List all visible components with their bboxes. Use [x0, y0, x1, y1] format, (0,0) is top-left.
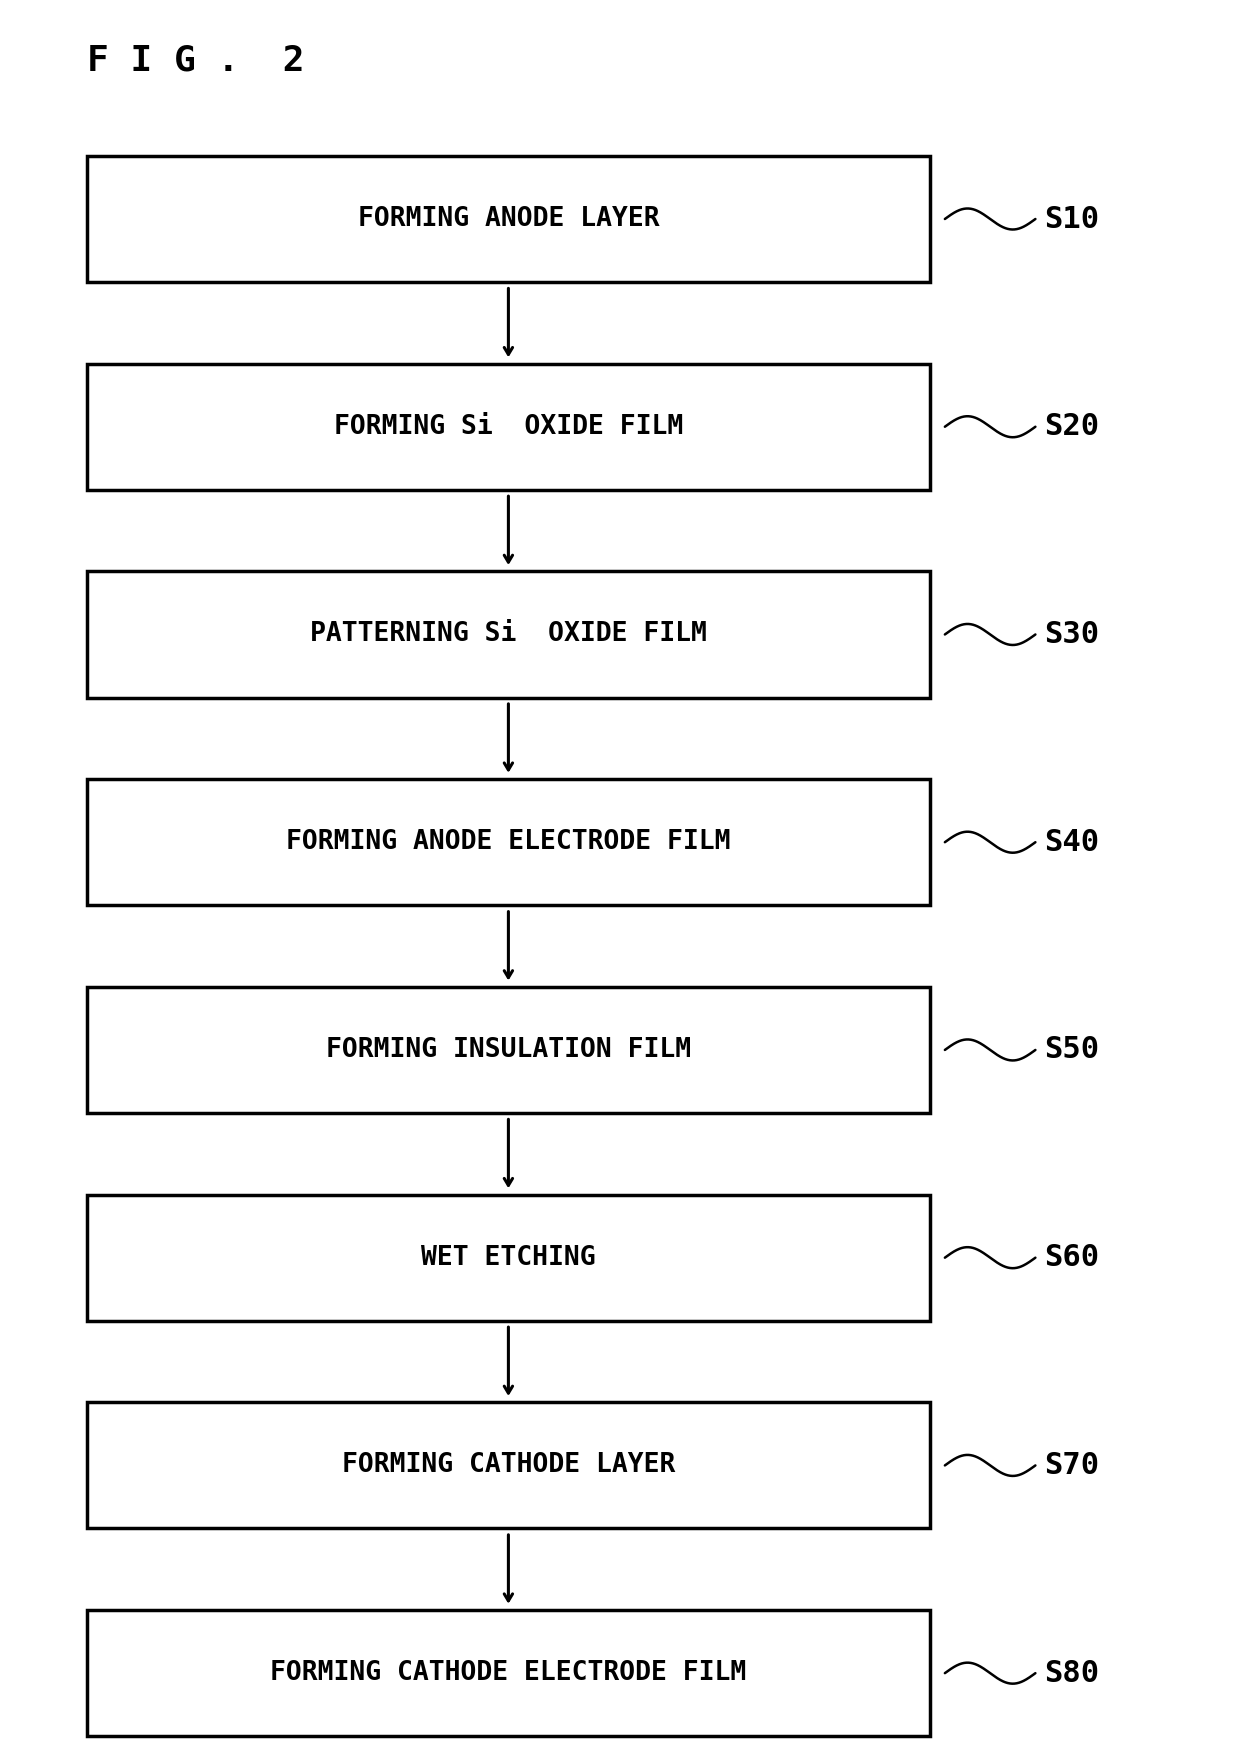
Text: S60: S60 — [1044, 1244, 1099, 1272]
Bar — [87, 780, 930, 906]
Bar — [87, 156, 930, 282]
Text: WET ETCHING: WET ETCHING — [422, 1244, 595, 1270]
Text: FORMING ANODE LAYER: FORMING ANODE LAYER — [357, 207, 660, 231]
Text: PATTERNING Si  OXIDE FILM: PATTERNING Si OXIDE FILM — [310, 622, 707, 648]
Bar — [87, 986, 930, 1113]
Text: FORMING INSULATION FILM: FORMING INSULATION FILM — [326, 1037, 691, 1063]
Text: S10: S10 — [1044, 205, 1099, 233]
Text: S20: S20 — [1044, 412, 1099, 442]
Text: F I G .  2: F I G . 2 — [87, 44, 304, 77]
Text: S30: S30 — [1044, 620, 1099, 648]
Text: FORMING ANODE ELECTRODE FILM: FORMING ANODE ELECTRODE FILM — [286, 829, 730, 855]
Bar — [87, 1402, 930, 1528]
Text: FORMING CATHODE ELECTRODE FILM: FORMING CATHODE ELECTRODE FILM — [270, 1661, 746, 1685]
Text: FORMING Si  OXIDE FILM: FORMING Si OXIDE FILM — [334, 413, 683, 440]
Bar — [87, 1610, 930, 1736]
Text: S70: S70 — [1044, 1451, 1099, 1480]
Bar — [87, 364, 930, 491]
Bar — [87, 571, 930, 697]
Bar — [87, 1195, 930, 1321]
Text: FORMING CATHODE LAYER: FORMING CATHODE LAYER — [342, 1452, 675, 1479]
Text: S40: S40 — [1044, 827, 1099, 857]
Text: S80: S80 — [1044, 1659, 1099, 1687]
Text: S50: S50 — [1044, 1035, 1099, 1065]
